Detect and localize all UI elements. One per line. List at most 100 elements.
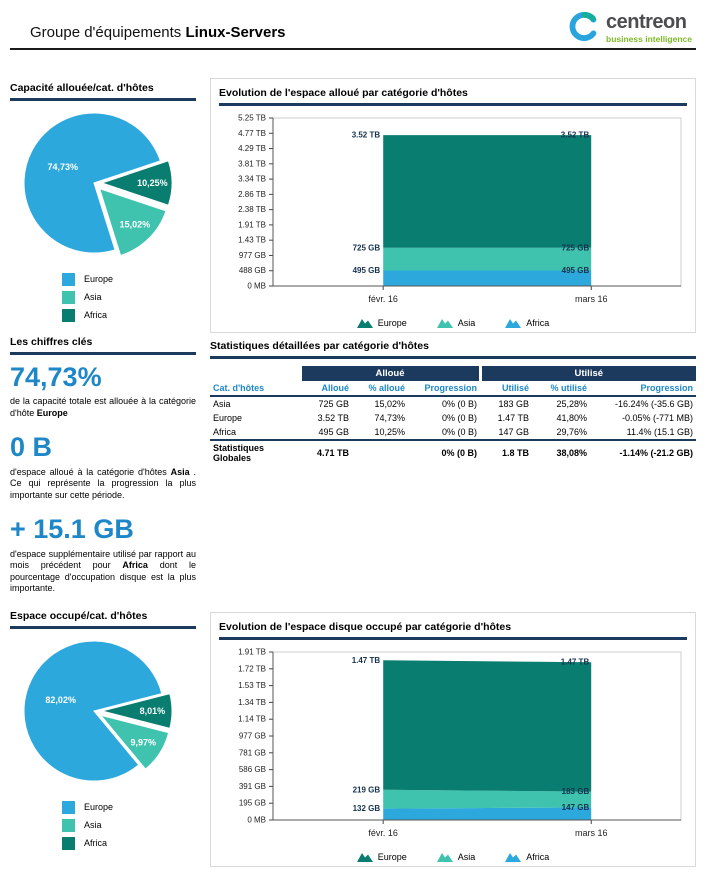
table-cell: -0.05% (-771 MB) [622, 413, 694, 423]
series-value-label: 1.47 TB [561, 658, 590, 667]
key-figures-list: 74,73% de la capacité totale est allouée … [10, 363, 196, 595]
table-cell: 25,28% [556, 399, 588, 409]
y-tick-label: 2.86 TB [238, 190, 266, 199]
key-figure-value: 0 B [10, 432, 53, 463]
legend-item-africa: Africa [505, 851, 549, 862]
column-header: % alloué [352, 381, 408, 397]
y-tick-label: 488 GB [239, 266, 266, 275]
statistics-table-head: Alloué Utilisé Cat. d'hôtes Alloué% alloué P… [210, 366, 697, 397]
key-figure-text: d'espace alloué à la catégorie d'hôtes A… [10, 466, 196, 500]
y-tick-label: 0 MB [247, 816, 266, 825]
statistics-table-body: Asia 725 GB 15,02% 0% (0 B) 183 GB 25,28% -16.… [210, 396, 697, 465]
section-title-capacity-allocated: Capacité allouée/cat. d'hôtes [10, 82, 196, 101]
legend-label: Europe [377, 317, 407, 328]
legend-item-asia: Asia [62, 288, 196, 306]
legend-label: Africa [84, 838, 108, 848]
group-header: Utilisé [478, 366, 697, 381]
table-cell: 0% (0 B) [408, 439, 481, 465]
legend-item-europe: Europe [356, 317, 407, 328]
legend-item-africa: Africa [505, 317, 549, 328]
table-cell [352, 439, 408, 465]
logo-text: centreon business intelligence [606, 12, 692, 44]
series-value-label: 495 GB [562, 266, 590, 275]
y-tick-label: 5.25 TB [238, 114, 266, 123]
legend-swatch-africa-icon [62, 308, 75, 322]
legend-label: Europe [84, 802, 114, 812]
table-cell: 0% (0 B) [442, 413, 478, 423]
pie-slice-europe [23, 640, 163, 782]
area-series-europe [383, 660, 592, 792]
section-capacity-allocated: Capacité allouée/cat. d'hôtes 10,25% 15,0… [10, 82, 196, 324]
area-series-europe [383, 135, 592, 248]
y-tick-label: 1.91 TB [238, 648, 266, 657]
legend-swatch-europe-icon [356, 853, 373, 862]
column-header: Cat. d'hôtes [210, 381, 300, 397]
column-header: % utilisé [532, 381, 591, 397]
table-cell: 41,80% [556, 413, 588, 423]
x-tick-label: mars 16 [575, 828, 608, 838]
table-cell: 15,02% [374, 399, 405, 409]
series-value-label: 3.52 TB [561, 131, 590, 140]
area-chart-allocated: 0 MB 488 GB 977 GB 1.43 TB 1.91 TB 2.38 TB 2.8… [238, 114, 682, 304]
section-evolution-occupied: Evolution de l'espace disque occupé par … [210, 612, 696, 867]
table-cell: 0% (0 B) [442, 399, 478, 409]
pie-slice-asia [98, 187, 167, 257]
section-title-space-occupied: Espace occupé/cat. d'hôtes [10, 610, 196, 629]
y-tick-label: 1.53 TB [238, 681, 266, 690]
section-title-key-figures: Les chiffres clés [10, 336, 196, 355]
legend-swatch-africa-icon [62, 836, 75, 850]
totals-row: Statistiques Globales 4.71 TB 0% (0 B) 1.8 … [210, 439, 697, 465]
legend-swatch-asia-icon [62, 818, 75, 832]
pie-chart-allocated: 10,25% 15,02% 74,73% [23, 112, 173, 257]
section-title-statistics: Statistiques détaillées par catégorie d'… [210, 340, 696, 359]
section-title-evolution-occupied: Evolution de l'espace disque occupé par … [219, 621, 687, 640]
table-cell: 495 GB [318, 427, 349, 437]
legend-label: Europe [377, 851, 407, 862]
table-cell: 147 GB [498, 427, 530, 437]
area-series-asia [383, 247, 592, 271]
table-cell: 74,73% [374, 413, 405, 423]
centreon-logo-icon [569, 11, 597, 41]
y-tick-label: 781 GB [239, 748, 266, 757]
pie-slice-europe [23, 112, 162, 254]
pie-slice-africa [101, 692, 173, 730]
table-cell: 4.71 TB [300, 439, 352, 465]
section-key-figures: Les chiffres clés 74,73% de la capacité t… [10, 336, 196, 595]
logo-wordmark: centreon [606, 11, 687, 33]
table-row: Europe 3.52 TB 74,73% 0% (0 B) 1.47 TB 41,80%… [210, 411, 696, 425]
y-tick-label: 4.77 TB [238, 129, 266, 138]
page-title-prefix: Groupe d'équipements [30, 24, 182, 41]
pie-slice-label: 74,73% [48, 162, 79, 172]
y-tick-label: 2.38 TB [238, 205, 266, 214]
legend-item-europe: Europe [62, 270, 196, 288]
statistics-table: Alloué Utilisé Cat. d'hôtes Alloué% alloué P… [210, 366, 697, 465]
y-tick-label: 195 GB [239, 799, 266, 808]
legend-swatch-asia-icon [436, 319, 453, 328]
legend-swatch-europe-icon [356, 319, 373, 328]
column-header: Progression [590, 381, 697, 397]
legend-swatch-asia-icon [436, 853, 453, 862]
legend-label: Africa [526, 851, 550, 862]
group-header: Alloué [298, 366, 481, 381]
legend-swatch-europe-icon [62, 800, 75, 814]
section-statistics: Statistiques détaillées par catégorie d'… [210, 340, 697, 465]
y-tick-label: 3.34 TB [238, 175, 266, 184]
series-value-label: 495 GB [353, 266, 381, 275]
table-cell: 725 GB [318, 399, 349, 409]
series-value-label: 132 GB [353, 804, 381, 813]
table-row: Asia 725 GB 15,02% 0% (0 B) 183 GB 25,28% -16.… [210, 396, 696, 411]
table-cell: 3.52 TB [317, 413, 349, 423]
pie-slice-label: 8,01% [140, 706, 166, 716]
x-tick-label: févr. 16 [368, 828, 398, 838]
table-cell: 183 GB [498, 399, 530, 409]
y-tick-label: 4.29 TB [238, 144, 266, 153]
logo-subtitle: business intelligence [606, 34, 692, 44]
legend-item-africa: Africa [62, 306, 196, 324]
key-figure-text: d'espace supplémentaire utilisé par rapp… [10, 548, 196, 594]
table-row: Africa 495 GB 10,25% 0% (0 B) 147 GB 29,76% 11… [210, 425, 696, 440]
series-value-label: 147 GB [562, 803, 590, 812]
group-header-spacer [210, 366, 300, 381]
pie-slice-label: 10,25% [137, 178, 168, 188]
y-tick-label: 586 GB [239, 765, 266, 774]
